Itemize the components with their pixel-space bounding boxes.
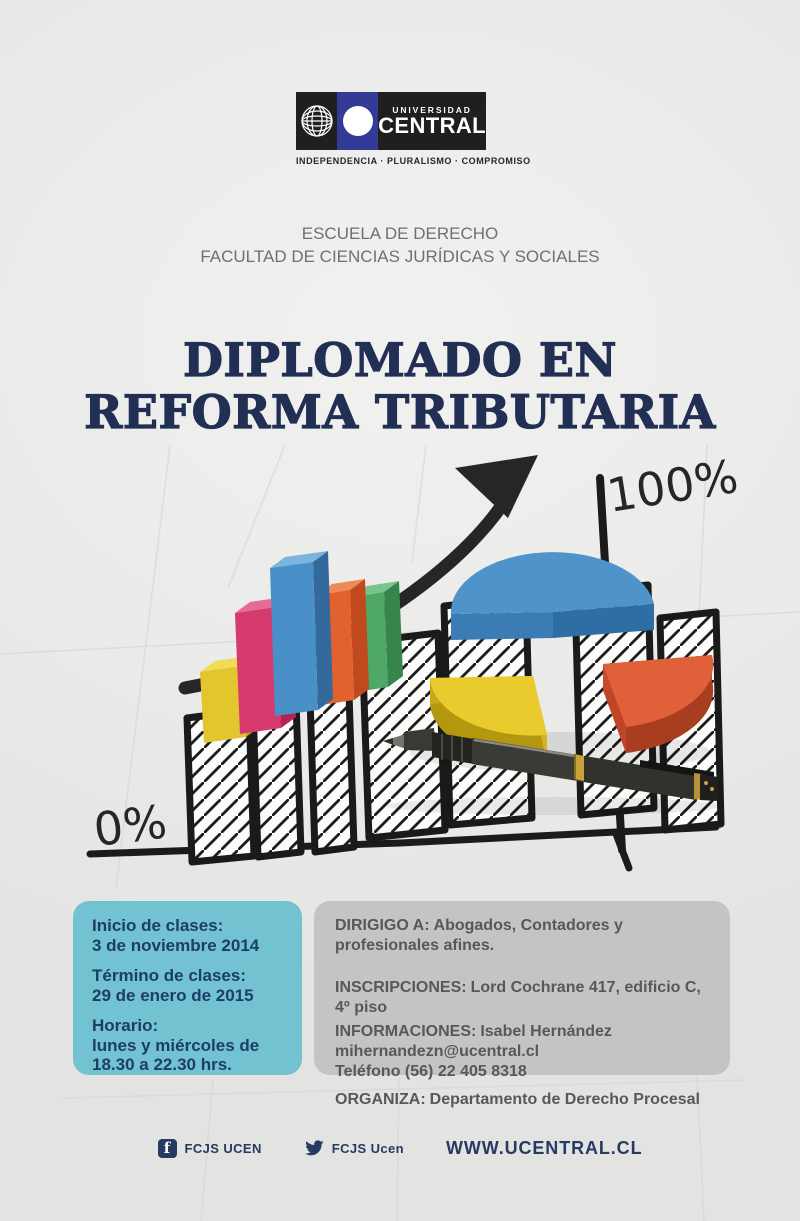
page-title: DIPLOMADO EN REFORMA TRIBUTARIA [0, 333, 800, 439]
info-contact-email: mihernandezn@ucentral.cl [335, 1043, 540, 1060]
twitter-handle: FCJS Ucen [331, 1140, 405, 1156]
school-line1: ESCUELA DE DERECHO [301, 224, 499, 243]
globe-icon [296, 92, 338, 150]
logo-central: CENTRAL [378, 113, 486, 138]
schedule-label: Inicio de clases: [92, 916, 224, 935]
info-inscripciones: INSCRIPCIONES: Lord Cochrane 417, edifici… [335, 978, 709, 1018]
schedule-item-inicio: Inicio de clases: 3 de noviembre 2014 [92, 916, 283, 955]
pie-slice-yellow [430, 676, 547, 762]
title-line1: DIPLOMADO EN [182, 333, 618, 387]
axis-label-100: 100% [603, 449, 741, 523]
info-organiza-label: ORGANIZA: [335, 1091, 426, 1108]
info-dirigido: DIRIGIGO A: Abogados, Contadores y profes… [335, 916, 709, 956]
schedule-item-termino: Término de clases: 29 de enero de 2015 [92, 966, 283, 1005]
title-line2: REFORMA TRIBUTARIA [84, 385, 716, 439]
university-logo: UNIVERSIDAD CENTRAL INDEPENDENCIA · PLUR… [296, 92, 531, 166]
schedule-value: 3 de noviembre 2014 [92, 935, 260, 955]
schedule-label: Horario: [92, 1016, 159, 1035]
footer: f FCJS UCEN FCJS Ucen WWW.UCENTRAL.CL [0, 1128, 800, 1168]
logo-circle [342, 106, 373, 136]
info-inscripciones-text: Lord Cochrane 417, edificio C, 4º piso [335, 979, 701, 1016]
website-url: WWW.UCENTRAL.CL [446, 1137, 643, 1158]
facebook-handle: FCJS UCEN [184, 1140, 262, 1156]
info-informaciones-line1: INFORMACIONES: Isabel Hernández [335, 1022, 709, 1042]
twitter-bird-icon [304, 1139, 324, 1155]
bar-chart-3d-bars [200, 551, 403, 743]
info-inscripciones-label: INSCRIPCIONES: [335, 979, 467, 996]
info-organiza: ORGANIZA: Departamento de Derecho Procesa… [335, 1090, 709, 1110]
arrow-head [455, 455, 538, 518]
schedule-value: 29 de enero de 2015 [92, 985, 254, 1005]
info-dirigido-label: DIRIGIGO A: [335, 917, 430, 934]
info-organiza-text: Departamento de Derecho Procesal [429, 1091, 700, 1108]
info-box: DIRIGIGO A: Abogados, Contadores y profes… [314, 901, 730, 1108]
info-informaciones: INFORMACIONES: Isabel Hernández mihernand… [335, 1022, 709, 1082]
school-line2: FACULTAD DE CIENCIAS JURÍDICAS Y SOCIALE… [200, 247, 600, 266]
info-dirigido-text: Abogados, Contadores y profesionales afi… [335, 917, 623, 954]
schedule-value: lunes y miércoles de 18.30 a 22.30 hrs. [92, 1035, 260, 1075]
facebook-account: f FCJS UCEN [157, 1138, 262, 1158]
logo-blue-square [337, 92, 379, 150]
facebook-icon: f [157, 1138, 177, 1158]
logo-universidad: UNIVERSIDAD [392, 105, 472, 115]
info-contact-phone: Teléfono (56) 22 405 8318 [335, 1063, 527, 1080]
pie-slice-orange [603, 655, 714, 753]
logo-wordmark: UNIVERSIDAD CENTRAL [378, 92, 486, 150]
schedule-label: Término de clases: [92, 966, 247, 985]
info-contact-name: Isabel Hernández [480, 1023, 612, 1040]
school-header: ESCUELA DE DERECHO FACULTAD DE CIENCIAS … [0, 222, 800, 268]
twitter-account: FCJS Ucen [304, 1139, 405, 1157]
logo-motto: INDEPENDENCIA · PLURALISMO · COMPROMISO [296, 156, 531, 166]
info-informaciones-label: INFORMACIONES: [335, 1023, 477, 1040]
bar-blue [270, 551, 333, 716]
pen [383, 728, 723, 815]
schedule-item-horario: Horario: lunes y miércoles de 18.30 a 22… [92, 1016, 283, 1075]
schedule-box: Inicio de clases: 3 de noviembre 2014 Té… [73, 901, 302, 1075]
axis-label-0: 0% [91, 794, 170, 856]
pie-slice-blue [450, 552, 654, 640]
